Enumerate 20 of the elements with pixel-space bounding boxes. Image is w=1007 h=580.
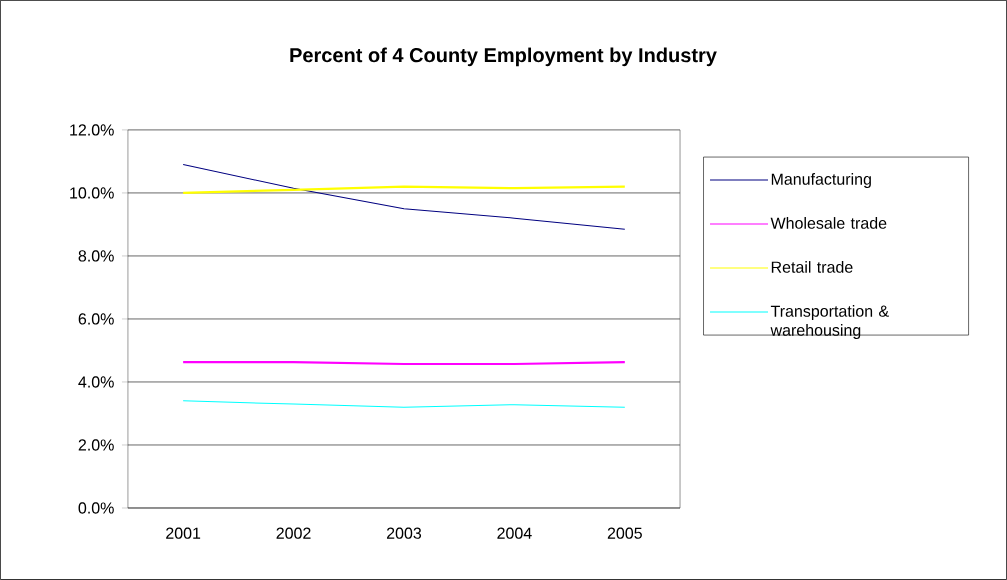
x-tick-label: 2004 xyxy=(497,527,532,539)
line-series xyxy=(182,164,626,230)
line-series xyxy=(182,400,626,408)
x-tick-label: 2005 xyxy=(607,527,642,539)
legend-label: Wholesale trade xyxy=(770,217,887,229)
y-tick-label: 6.0% xyxy=(78,313,114,325)
x-tick-label: 2001 xyxy=(166,527,201,539)
y-tick-label: 0.0% xyxy=(78,502,114,514)
y-tick-label: 4.0% xyxy=(78,376,114,388)
legend-label: Retail trade xyxy=(771,261,853,273)
x-tick-label: 2003 xyxy=(386,527,422,539)
legend-label: Manufacturing xyxy=(771,173,871,189)
y-tick-label: 10.0% xyxy=(70,187,114,199)
x-tick-label: 2002 xyxy=(276,527,311,539)
chart-title: Percent of 4 County Employment by Industry xyxy=(290,47,717,67)
legend-label: Transportation & warehousing xyxy=(770,305,889,340)
line-series xyxy=(182,185,626,195)
y-tick-label: 12.0% xyxy=(70,124,114,136)
y-tick-label: 2.0% xyxy=(78,439,114,451)
y-tick-label: 8.0% xyxy=(78,250,114,262)
